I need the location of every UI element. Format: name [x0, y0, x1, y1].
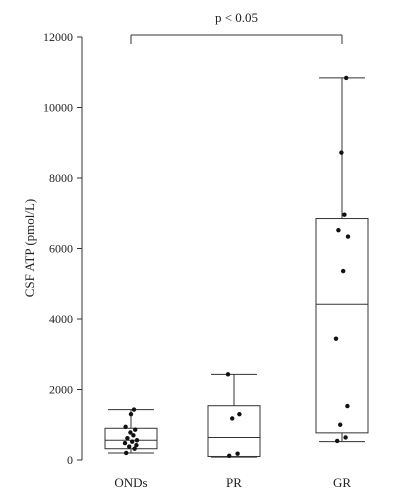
significance-bracket: p < 0.05 [130, 10, 343, 44]
data-point [134, 442, 139, 448]
data-point [335, 438, 340, 444]
data-point [128, 411, 134, 417]
box-iqr [315, 218, 369, 434]
data-point [127, 444, 132, 449]
y-tick-label: 8000 [49, 171, 73, 185]
box-iqr [104, 427, 158, 450]
y-ticks: 0 2000 4000 6000 8000 10000 12000 [43, 30, 82, 467]
y-tick-label: 2000 [49, 383, 73, 397]
y-tick-label: 6000 [49, 242, 73, 256]
data-point [338, 422, 343, 427]
data-point [134, 438, 140, 443]
data-point [343, 435, 348, 440]
data-point [344, 75, 349, 81]
data-point [237, 411, 242, 417]
data-point [123, 424, 128, 430]
x-tick-label: GR [333, 475, 351, 490]
data-point [130, 439, 135, 444]
boxes [104, 77, 369, 458]
data-point [345, 403, 350, 409]
data-point [122, 440, 128, 446]
data-point [230, 416, 235, 421]
y-tick-label: 0 [67, 453, 73, 467]
data-point [235, 451, 240, 456]
significance-annotation: p < 0.05 [215, 10, 258, 25]
data-point [227, 453, 232, 458]
y-tick-label: 4000 [49, 312, 73, 326]
y-axis-label: CSF ATP (pmol/L) [22, 199, 37, 297]
data-point [345, 234, 351, 239]
data-point [333, 336, 339, 341]
data-points [122, 75, 351, 458]
data-point [124, 450, 129, 456]
x-tick-label: PR [226, 475, 242, 490]
data-point [132, 446, 137, 451]
data-point [125, 435, 130, 441]
data-point [131, 433, 136, 438]
data-point [128, 430, 133, 435]
data-point [342, 212, 347, 217]
data-point [339, 150, 344, 155]
data-point [341, 268, 346, 274]
x-ticks: ONDs PR GR [114, 475, 351, 490]
data-point [131, 407, 137, 412]
y-tick-label: 12000 [43, 30, 73, 44]
y-tick-label: 10000 [43, 101, 73, 115]
data-point [225, 372, 231, 377]
box-iqr [207, 405, 261, 457]
x-tick-label: ONDs [114, 475, 147, 490]
data-point [336, 227, 341, 233]
data-point [133, 427, 138, 432]
